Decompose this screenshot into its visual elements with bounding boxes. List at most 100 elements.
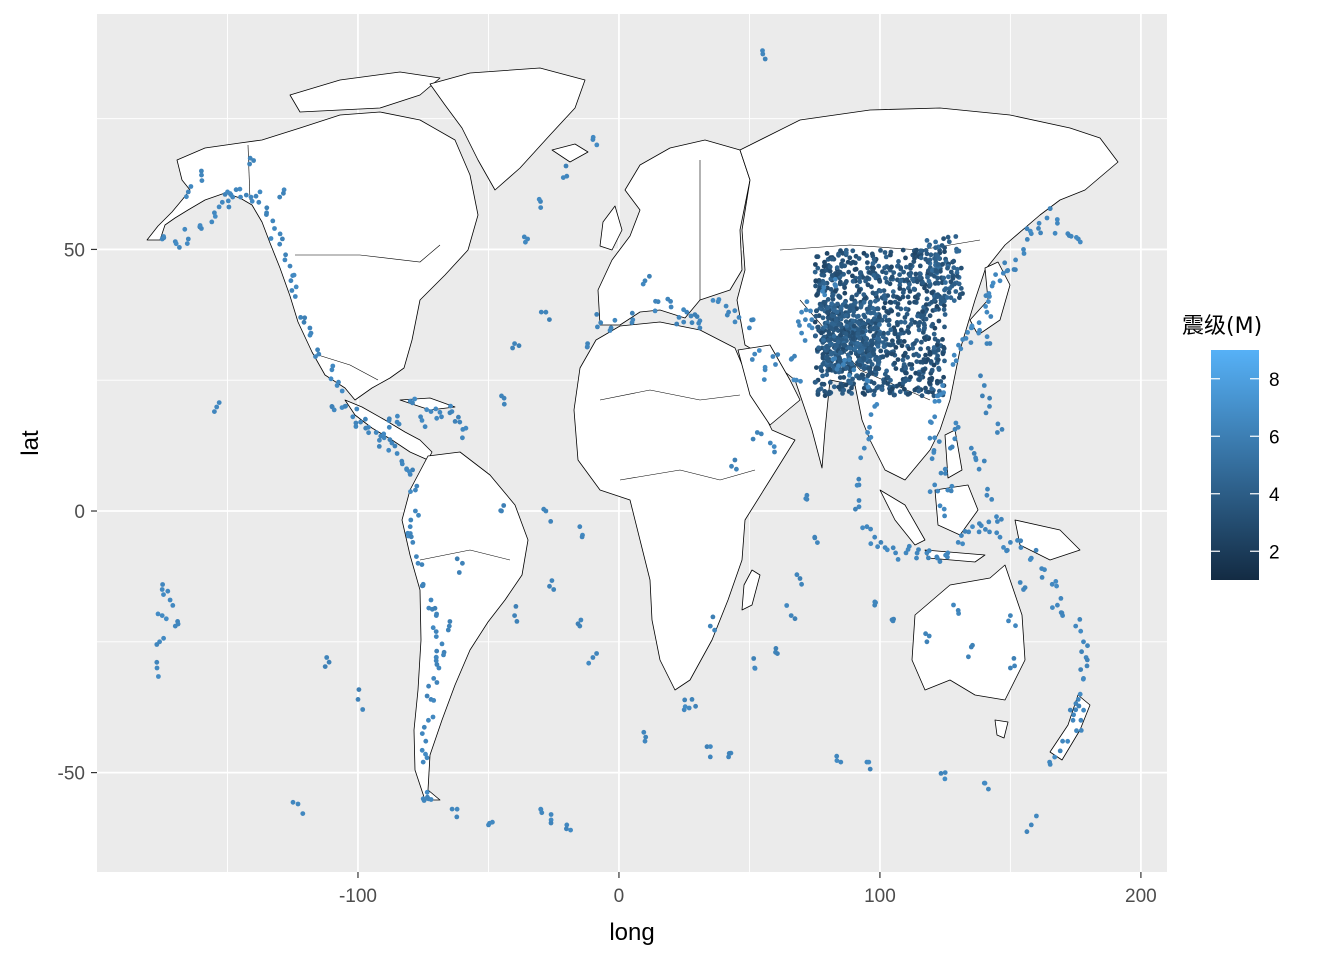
plot-panel xyxy=(97,14,1167,872)
quake-point xyxy=(381,435,387,441)
quake-point xyxy=(541,506,547,512)
quake-point xyxy=(835,271,841,277)
quake-point xyxy=(876,336,882,342)
quake-point xyxy=(827,380,833,385)
quake-point xyxy=(850,273,855,279)
legend-ticks: 2 4 6 8 xyxy=(1211,370,1280,563)
quake-point xyxy=(415,560,421,566)
quake-point xyxy=(834,309,840,315)
quake-point xyxy=(1013,623,1018,629)
quake-point xyxy=(791,377,797,383)
quake-point xyxy=(353,424,359,429)
quake-point xyxy=(869,326,874,331)
quake-point xyxy=(185,189,191,195)
quake-point xyxy=(981,458,987,464)
quake-point xyxy=(594,651,599,656)
quake-point xyxy=(568,827,573,833)
quake-point xyxy=(536,196,542,202)
quake-point xyxy=(1076,703,1082,709)
quake-point xyxy=(1050,605,1055,610)
quake-point xyxy=(869,338,875,344)
quake-point xyxy=(184,241,190,247)
quake-point xyxy=(386,447,392,453)
quake-point xyxy=(413,508,418,514)
quake-point xyxy=(903,370,908,376)
quake-point xyxy=(277,241,283,247)
quake-point xyxy=(354,406,360,412)
quake-point xyxy=(929,420,934,425)
quake-point xyxy=(647,273,652,279)
quake-point xyxy=(968,340,974,345)
quake-point xyxy=(910,276,915,282)
quake-point xyxy=(867,424,872,430)
quake-point xyxy=(841,342,846,348)
quake-point xyxy=(815,265,821,271)
quake-point xyxy=(954,273,960,279)
quake-point xyxy=(767,440,773,446)
quake-point xyxy=(895,301,901,307)
quake-point xyxy=(812,269,818,275)
quake-point xyxy=(154,642,160,647)
quake-point xyxy=(1008,613,1013,618)
quake-point xyxy=(941,307,947,312)
quake-point xyxy=(865,282,871,288)
quake-point xyxy=(563,163,569,169)
quake-point xyxy=(838,759,844,765)
quake-point xyxy=(1047,762,1053,767)
quake-point xyxy=(291,272,297,278)
quake-point xyxy=(864,275,870,281)
quake-point xyxy=(841,387,847,393)
quake-point xyxy=(900,357,906,363)
quake-point xyxy=(754,430,760,435)
quake-point xyxy=(277,231,283,237)
quake-point xyxy=(895,357,901,362)
y-tick-label: 0 xyxy=(74,502,85,523)
quake-point xyxy=(1081,639,1086,645)
quake-point xyxy=(870,261,876,266)
quake-point xyxy=(995,519,1000,524)
quake-point xyxy=(884,547,890,553)
quake-point xyxy=(1001,545,1006,550)
quake-point xyxy=(966,529,972,535)
quake-point xyxy=(686,705,692,711)
quake-point xyxy=(882,314,888,319)
quake-point xyxy=(876,359,882,365)
quake-point xyxy=(932,435,938,441)
quake-point xyxy=(564,826,569,832)
quake-point xyxy=(366,424,371,430)
quake-point xyxy=(843,313,849,319)
quake-point xyxy=(827,264,833,270)
quake-point xyxy=(865,318,871,324)
quake-point xyxy=(898,278,904,283)
quake-point xyxy=(949,444,955,450)
quake-point xyxy=(821,263,827,269)
quake-point xyxy=(752,351,758,357)
quake-point xyxy=(955,540,961,545)
quake-point xyxy=(819,268,825,274)
quake-point xyxy=(856,313,861,319)
quake-point xyxy=(1000,270,1006,276)
quake-point xyxy=(710,298,716,303)
quake-point xyxy=(943,280,948,285)
quake-point xyxy=(640,281,646,287)
quake-point xyxy=(416,512,421,518)
quake-point xyxy=(1028,822,1034,828)
quake-point xyxy=(829,301,835,307)
quake-point xyxy=(756,348,762,353)
quake-point xyxy=(676,315,682,320)
quake-point xyxy=(984,492,990,498)
quake-point xyxy=(924,251,930,257)
quake-point xyxy=(988,314,994,319)
quake-point xyxy=(1052,230,1058,236)
quake-point xyxy=(322,664,328,669)
quake-point xyxy=(906,543,912,549)
quake-point xyxy=(827,389,832,395)
border-usa-mexico xyxy=(317,354,379,381)
quake-point xyxy=(433,406,439,412)
quake-point xyxy=(865,260,870,265)
quake-point xyxy=(163,616,169,622)
quake-point xyxy=(607,328,613,333)
quake-point xyxy=(866,759,872,765)
quake-point xyxy=(843,382,849,388)
